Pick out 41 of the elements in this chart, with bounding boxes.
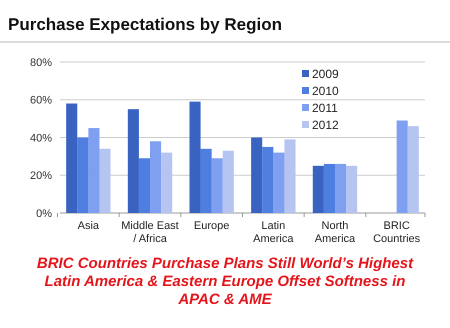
- x-tick-label: Europe: [194, 220, 230, 232]
- y-tick-label: 60%: [30, 94, 52, 107]
- bar: [200, 148, 212, 213]
- bar: [88, 128, 100, 213]
- x-tick-label: Asia: [78, 220, 100, 232]
- x-tick-label: Latin America: [253, 220, 294, 245]
- bar: [273, 152, 284, 213]
- legend-label: 2012: [312, 118, 340, 132]
- bar: [408, 126, 419, 213]
- y-tick-label: 80%: [30, 56, 52, 69]
- legend-label: 2011: [312, 101, 338, 116]
- bar: [212, 158, 223, 213]
- bar: [396, 120, 408, 213]
- bar: [284, 139, 296, 213]
- bar: [161, 152, 172, 213]
- bar: [189, 102, 201, 213]
- bar: [150, 141, 162, 213]
- bar: [346, 166, 358, 213]
- bar: [334, 164, 346, 213]
- bar: [262, 146, 274, 213]
- bar: [66, 104, 78, 213]
- x-tick-label: Middle East / Africa: [121, 220, 179, 245]
- text: APAC & AME: [177, 291, 273, 308]
- x-tick-label: BRIC Countries: [373, 220, 421, 245]
- bar: [222, 150, 234, 213]
- bar: [128, 109, 139, 213]
- text: Latin America & Eastern Europe Offset Softness in: [44, 273, 406, 290]
- y-tick-label: 40%: [30, 132, 52, 144]
- y-tick-label: 20%: [30, 170, 52, 182]
- y-tick-label: 0%: [36, 208, 52, 220]
- bar: [324, 164, 335, 213]
- bar: [99, 148, 111, 213]
- x-tick-label: North America: [314, 220, 356, 245]
- chart-title: Purchase Expectations by Region: [8, 15, 282, 34]
- bar: [251, 138, 262, 213]
- legend-label: 2010: [312, 84, 340, 98]
- legend-label: 2009: [312, 67, 340, 82]
- bar: [312, 166, 324, 213]
- bar: [77, 138, 88, 213]
- text: BRIC Countries Purchase Plans Still World’s Highest: [36, 255, 414, 272]
- bar: [138, 158, 150, 213]
